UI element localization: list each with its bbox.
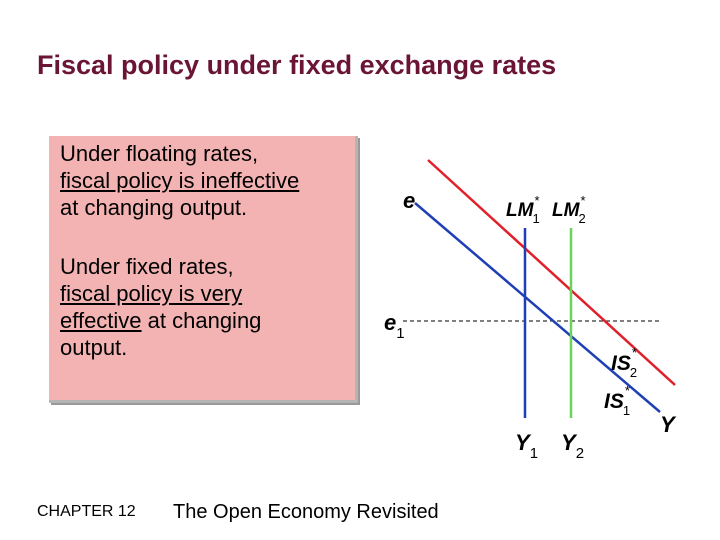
footer-chapter: CHAPTER 12 [37,503,136,520]
e1-label: e1 [384,310,405,342]
callout-text: at changing [141,308,262,333]
callout-line: Under fixed rates, [60,254,234,279]
lm2-label: LM* 2 [552,193,586,226]
lm1-label: LM* 1 [506,193,540,226]
x-axis-label: Y [660,412,677,437]
callout-box [49,136,358,403]
callout-emphasis: effective [60,308,142,333]
callout-line: at changing output. [60,195,248,220]
slide-title: Fiscal policy under fixed exchange rates [37,50,557,80]
callout-paragraph-floating: Under floating rates, fiscal policy is i… [60,140,350,221]
is1-curve [414,202,661,413]
y1-label: Y1 [515,430,538,462]
is2-curve [427,159,676,386]
callout-paragraph-fixed: Under fixed rates, fiscal policy is very… [60,253,350,361]
y-axis-label: e [403,188,415,213]
callout-line: fiscal policy is ineffective [60,168,300,193]
callout-line: output. [60,335,128,360]
callout-line: Under floating rates, [60,141,259,166]
y2-label: Y2 [561,430,584,462]
footer-book-title: The Open Economy Revisited [173,501,439,523]
callout-line: effective at changing [60,307,350,334]
is1-label: IS* 1 [604,383,630,418]
callout-line: fiscal policy is very [60,281,243,306]
is2-label: IS* 2 [611,345,637,380]
